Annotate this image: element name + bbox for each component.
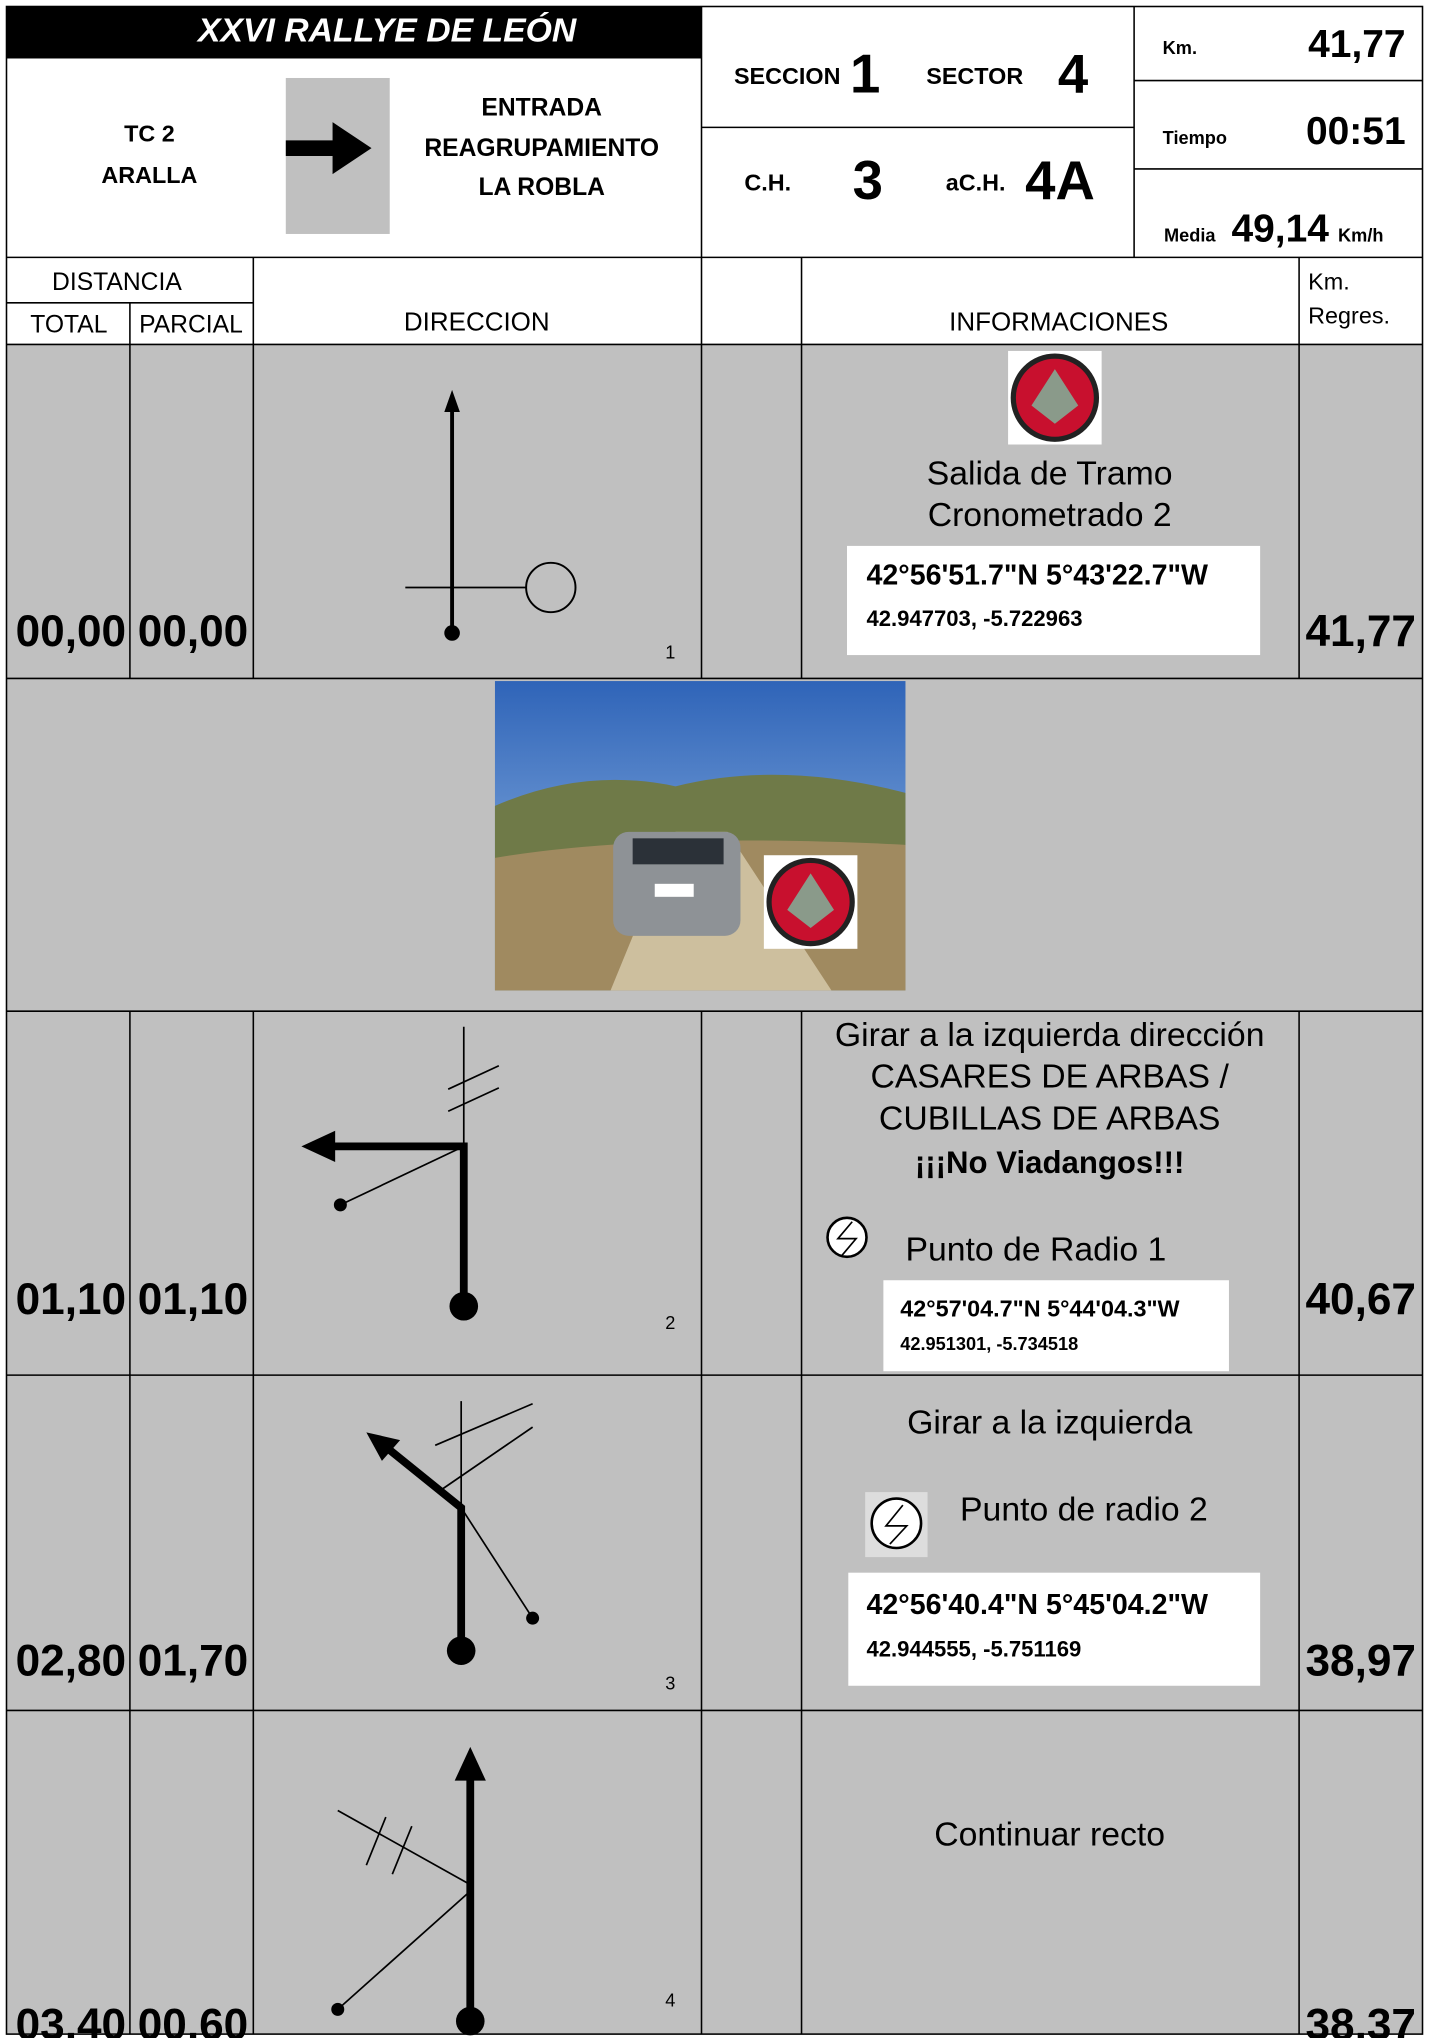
time: 00:51 [1306, 110, 1406, 153]
section: 1 [850, 43, 880, 104]
grid [5, 5, 1424, 2035]
ach: 4A [1025, 150, 1095, 211]
km-label: Km. [1163, 38, 1197, 58]
info-line: Girar a la izquierda dirección [835, 1016, 1265, 1054]
info-line: Girar a la izquierda [907, 1403, 1192, 1441]
km: 41,77 [1308, 23, 1406, 66]
coords: 42°57'04.7"N 5°44'04.3"W [900, 1295, 1180, 1321]
radio-point: Punto de Radio 1 [905, 1231, 1166, 1269]
radio-icon [826, 1216, 928, 1558]
info-line: Continuar recto [934, 1815, 1165, 1853]
diagram-3 [366, 1401, 540, 1665]
total: 02,80 [16, 1636, 127, 1685]
remaining: 38,97 [1305, 1636, 1416, 1685]
decimal-coords: 42.944555, -5.751169 [866, 1637, 1081, 1662]
instruction-number: 3 [665, 1673, 675, 1693]
total: 01,10 [16, 1275, 127, 1324]
coords: 42°56'51.7"N 5°43'22.7"W [866, 560, 1208, 592]
section-label: SECCION [734, 63, 840, 89]
instruction-number: 4 [665, 1990, 675, 2010]
stage-name: ARALLA [101, 162, 197, 188]
col-partial: PARCIAL [139, 312, 243, 339]
total: 00,00 [16, 607, 127, 656]
instruction-number: 1 [665, 643, 675, 663]
col-remaining: Km. [1308, 269, 1350, 295]
sector-label: SECTOR [926, 63, 1023, 89]
title: XXVI RALLYE DE LEÓN [196, 11, 577, 49]
coords-box [847, 545, 1261, 656]
sector: 4 [1058, 43, 1089, 104]
diagram-4 [331, 1746, 486, 2036]
destination: LA ROBLA [478, 174, 605, 201]
arrow [285, 122, 372, 175]
coords-box [848, 1572, 1261, 1686]
ch: 3 [853, 150, 883, 211]
diagram-2 [301, 1026, 500, 1321]
remaining: 40,67 [1305, 1275, 1416, 1324]
partial: 01,70 [138, 1636, 249, 1685]
info-line: CUBILLAS DE ARBAS [879, 1099, 1220, 1137]
coords: 42°56'40.4"N 5°45'04.2"W [866, 1589, 1208, 1621]
destination: REAGRUPAMIENTO [424, 135, 659, 162]
info-line: Cronometrado 2 [928, 496, 1172, 534]
instruction-number: 2 [665, 1313, 675, 1333]
coords-box [883, 1280, 1229, 1372]
total: 03,40 [16, 2000, 127, 2038]
destination: ENTRADA [481, 95, 602, 122]
col-total: TOTAL [30, 312, 107, 339]
info-line: Salida de Tramo [927, 455, 1173, 493]
average-unit: Km/h [1338, 225, 1383, 245]
decimal-coords: 42.951301, -5.734518 [900, 1334, 1078, 1354]
average: 49,14 [1231, 208, 1329, 251]
remaining: 41,77 [1305, 607, 1416, 656]
col-remaining: Regres. [1308, 302, 1390, 328]
remaining: 38,37 [1305, 2000, 1416, 2038]
info-note: ¡¡¡No Viadangos!!! [915, 1145, 1184, 1180]
decimal-coords: 42.947703, -5.722963 [866, 606, 1082, 631]
start-icon [1008, 350, 1102, 445]
col-information: INFORMACIONES [949, 306, 1168, 336]
partial: 00,60 [138, 2000, 249, 2038]
partial: 00,00 [138, 607, 249, 656]
title-bar [6, 6, 702, 59]
average-label: Media [1164, 225, 1216, 245]
radio-point: Punto de radio 2 [960, 1491, 1208, 1529]
partial: 01,10 [138, 1275, 249, 1324]
col-distance: DISTANCIA [52, 269, 182, 296]
col-direction: DIRECCION [404, 306, 550, 336]
diagram-1 [405, 389, 577, 641]
photo [494, 681, 906, 991]
info-line: CASARES DE ARBAS / [870, 1058, 1229, 1096]
time-label: Tiempo [1163, 128, 1227, 148]
ach-label: aC.H. [946, 170, 1006, 196]
ch-label: C.H. [744, 170, 791, 196]
stage: TC 2 [124, 120, 175, 146]
